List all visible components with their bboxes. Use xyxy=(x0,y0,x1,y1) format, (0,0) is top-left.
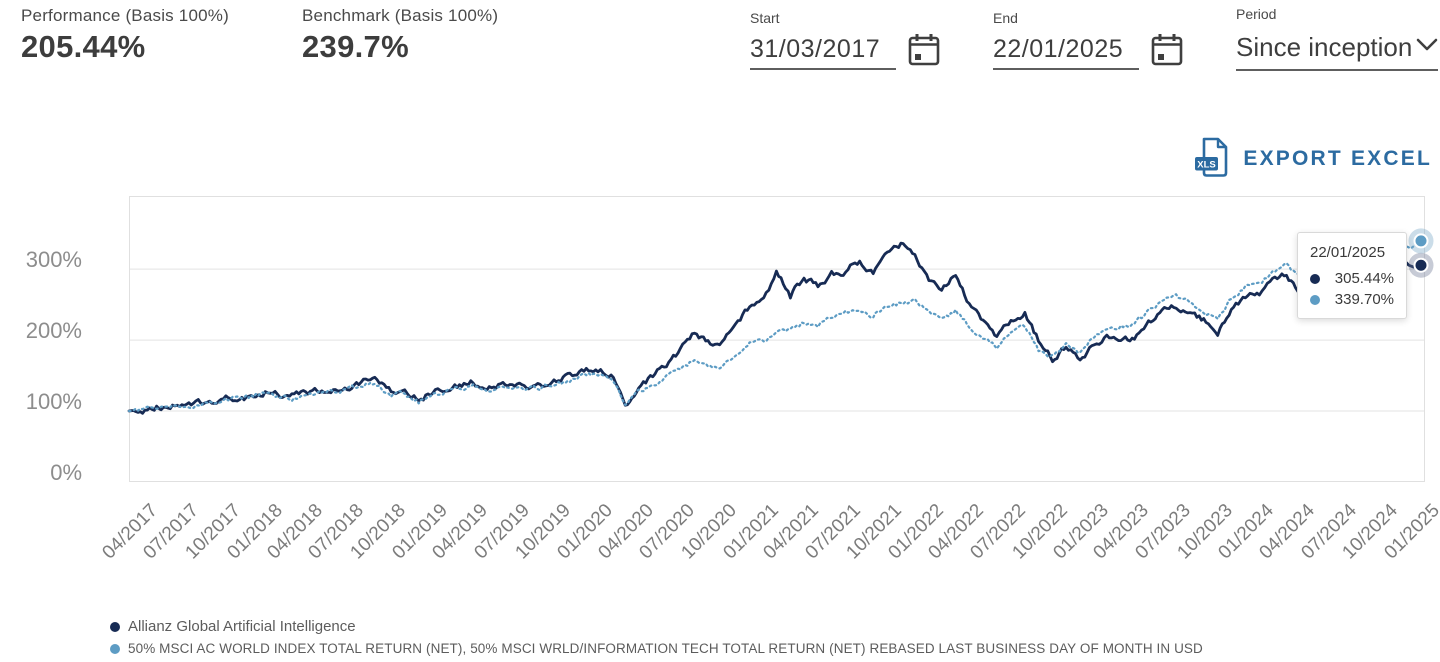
tooltip-row: 339.70% xyxy=(1310,291,1394,308)
performance-value: 205.44% xyxy=(21,29,146,64)
xls-file-icon: XLS xyxy=(1192,136,1232,181)
chart-legend: Allianz Global Artificial Intelligence 5… xyxy=(110,618,1203,662)
chevron-down-icon xyxy=(1416,38,1438,57)
period-field: Period Since inception xyxy=(1236,6,1438,71)
calendar-icon xyxy=(1148,34,1186,73)
performance-chart[interactable] xyxy=(127,196,1434,482)
performance-label: Performance (Basis 100%) xyxy=(21,6,229,25)
tooltip-row: 305.44% xyxy=(1310,270,1394,287)
tooltip-date: 22/01/2025 xyxy=(1310,244,1386,261)
benchmark-series-dot xyxy=(1310,294,1320,305)
chart-plot-area[interactable] xyxy=(127,196,1434,482)
performance-stat: Performance (Basis 100%) 205.44% xyxy=(21,6,229,65)
tooltip-fund-value: 305.44% xyxy=(1334,270,1394,287)
export-excel-button[interactable]: XLS EXPORT EXCEL xyxy=(1192,136,1432,181)
benchmark-stat: Benchmark (Basis 100%) 239.7% xyxy=(302,6,498,65)
start-date-label: Start xyxy=(750,10,780,26)
period-label: Period xyxy=(1236,6,1277,22)
fund-series-dot xyxy=(1310,273,1320,284)
fund-series-dot xyxy=(110,621,120,632)
y-axis-label: 0% xyxy=(50,460,82,485)
end-date-field: End 22/01/2025 xyxy=(993,10,1186,70)
export-excel-label: EXPORT EXCEL xyxy=(1243,146,1432,170)
calendar-icon xyxy=(905,34,943,73)
svg-text:XLS: XLS xyxy=(1198,160,1216,171)
end-date-label: End xyxy=(993,10,1018,26)
legend-item-benchmark: 50% MSCI AC WORLD INDEX TOTAL RETURN (NE… xyxy=(110,641,1203,656)
end-marker-benchmark xyxy=(1413,233,1429,249)
y-axis-label: 300% xyxy=(25,247,82,273)
benchmark-value: 239.7% xyxy=(302,29,409,64)
legend-item-fund: Allianz Global Artificial Intelligence xyxy=(110,618,1203,635)
chart-border xyxy=(129,196,1425,482)
series-line-benchmark xyxy=(127,239,1423,413)
start-date-input[interactable]: 31/03/2017 xyxy=(750,31,896,70)
end-calendar-button[interactable] xyxy=(1148,30,1186,70)
legend-label-benchmark: 50% MSCI AC WORLD INDEX TOTAL RETURN (NE… xyxy=(128,641,1203,656)
benchmark-label: Benchmark (Basis 100%) xyxy=(302,6,499,25)
end-date-input[interactable]: 22/01/2025 xyxy=(993,31,1139,70)
period-select[interactable]: Since inception xyxy=(1236,25,1438,71)
y-axis-label: 100% xyxy=(25,389,82,415)
start-date-field: Start 31/03/2017 xyxy=(750,10,943,70)
benchmark-series-dot xyxy=(110,643,120,654)
chart-tooltip: 22/01/2025 305.44% 339.70% xyxy=(1297,232,1407,319)
end-marker-fund xyxy=(1413,257,1429,273)
start-calendar-button[interactable] xyxy=(905,30,943,70)
tooltip-benchmark-value: 339.70% xyxy=(1334,291,1394,308)
legend-label-fund: Allianz Global Artificial Intelligence xyxy=(128,618,356,635)
period-value: Since inception xyxy=(1236,31,1413,62)
y-axis-label: 200% xyxy=(25,318,82,344)
